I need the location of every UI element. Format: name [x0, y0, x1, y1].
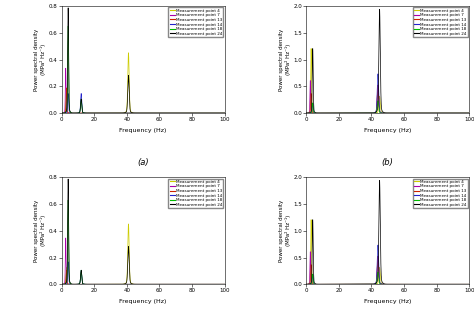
Y-axis label: Power spectral density
(MPa² Hz⁻¹): Power spectral density (MPa² Hz⁻¹)	[279, 28, 291, 91]
Y-axis label: Power spectral density
(MPa² Hz⁻¹): Power spectral density (MPa² Hz⁻¹)	[34, 200, 46, 262]
Y-axis label: Power spectral density
(MPa² Hz⁻¹): Power spectral density (MPa² Hz⁻¹)	[279, 200, 291, 262]
X-axis label: Frequency (Hz): Frequency (Hz)	[364, 299, 411, 304]
X-axis label: Frequency (Hz): Frequency (Hz)	[119, 128, 167, 133]
Legend: Measurement point 4, Measurement point 7, Measurement point 13, Measurement poin: Measurement point 4, Measurement point 7…	[168, 7, 223, 37]
Legend: Measurement point 4, Measurement point 7, Measurement point 13, Measurement poin: Measurement point 4, Measurement point 7…	[168, 179, 223, 208]
Legend: Measurement point 4, Measurement point 7, Measurement point 13, Measurement poin: Measurement point 4, Measurement point 7…	[413, 7, 468, 37]
Text: (b): (b)	[382, 158, 394, 167]
X-axis label: Frequency (Hz): Frequency (Hz)	[364, 128, 411, 133]
Legend: Measurement point 4, Measurement point 7, Measurement point 13, Measurement poin: Measurement point 4, Measurement point 7…	[413, 179, 468, 208]
Text: (a): (a)	[137, 158, 149, 167]
X-axis label: Frequency (Hz): Frequency (Hz)	[119, 299, 167, 304]
Y-axis label: Power spectral density
(MPa² Hz⁻¹): Power spectral density (MPa² Hz⁻¹)	[34, 28, 46, 91]
